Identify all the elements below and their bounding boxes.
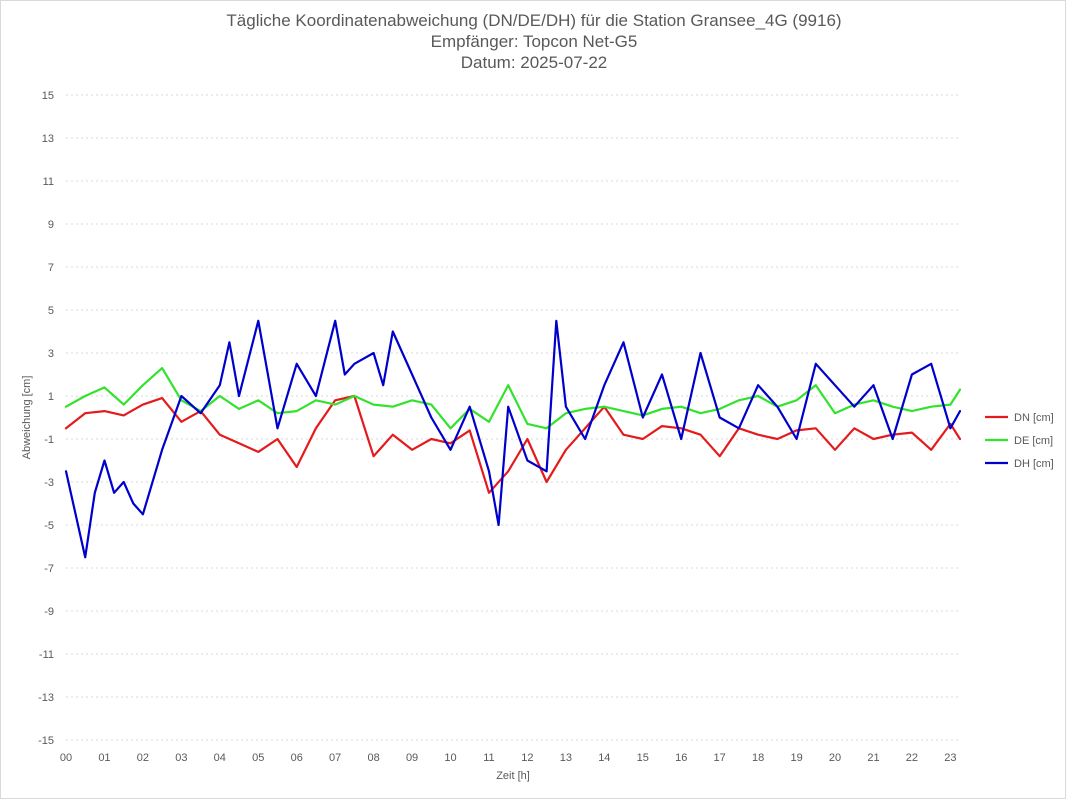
y-tick-label: 7 xyxy=(48,262,54,274)
y-tick-label: -13 xyxy=(38,692,54,704)
x-tick-label: 17 xyxy=(714,752,726,764)
legend-label: DN [cm] xyxy=(1014,412,1054,424)
y-tick-label: 13 xyxy=(42,133,54,145)
x-tick-label: 18 xyxy=(752,752,764,764)
y-tick-labels: 15 13 11 9 7 5 3 1 -1 -3 -5 -7 -9 -11 -13 -15 xyxy=(38,90,54,747)
x-tick-label: 22 xyxy=(906,752,918,764)
chart-title: Tägliche Koordinatenabweichung (DN/DE/DH… xyxy=(226,11,842,30)
x-tick-label: 00 xyxy=(60,752,72,764)
y-tick-label: 15 xyxy=(42,90,54,102)
x-tick-label: 06 xyxy=(291,752,303,764)
y-tick-label: -11 xyxy=(39,649,54,661)
y-tick-label: 11 xyxy=(43,176,54,188)
x-tick-label: 19 xyxy=(790,752,802,764)
y-tick-label: -15 xyxy=(38,735,54,747)
x-tick-label: 15 xyxy=(637,752,649,764)
legend: DN [cm] DE [cm] DH [cm] xyxy=(985,412,1054,470)
x-tick-label: 20 xyxy=(829,752,841,764)
y-tick-label: -3 xyxy=(44,477,54,489)
y-tick-label: 9 xyxy=(48,219,54,231)
chart-subtitle-date: Datum: 2025-07-22 xyxy=(460,53,608,72)
x-tick-label: 01 xyxy=(98,752,110,764)
x-tick-label: 03 xyxy=(175,752,187,764)
series-line-2 xyxy=(64,367,962,430)
series-line-1 xyxy=(64,394,962,494)
x-tick-labels: 00 01 02 03 04 05 06 07 08 09 10 11 12 13 14 15 16 17 18 19… xyxy=(60,752,957,764)
x-tick-label: 09 xyxy=(406,752,418,764)
x-tick-label: 13 xyxy=(560,752,572,764)
y-tick-label: 3 xyxy=(48,348,54,360)
x-tick-label: 23 xyxy=(944,752,956,764)
x-tick-label: 14 xyxy=(598,752,610,764)
x-tick-label: 08 xyxy=(367,752,379,764)
grid-layer xyxy=(66,94,960,741)
x-tick-label: 21 xyxy=(867,752,879,764)
y-tick-label: -5 xyxy=(44,520,54,532)
chart-subtitle-receiver: Empfänger: Topcon Net-G5 xyxy=(430,32,638,51)
x-tick-label: 02 xyxy=(137,752,149,764)
x-tick-label: 12 xyxy=(521,752,533,764)
x-tick-label: 11 xyxy=(483,752,494,764)
legend-label: DH [cm] xyxy=(1014,458,1054,470)
legend-label: DE [cm] xyxy=(1014,435,1053,447)
x-tick-label: 05 xyxy=(252,752,264,764)
y-axis-label: Abweichung [cm] xyxy=(21,376,33,460)
x-tick-label: 07 xyxy=(329,752,341,764)
y-tick-label: -7 xyxy=(44,563,54,575)
y-tick-label: -9 xyxy=(44,606,54,618)
x-tick-label: 04 xyxy=(214,752,226,764)
y-tick-label: 1 xyxy=(48,391,54,403)
x-tick-label: 16 xyxy=(675,752,687,764)
y-tick-label: 5 xyxy=(48,305,54,317)
series-line-3 xyxy=(64,319,962,559)
x-axis-label: Zeit [h] xyxy=(496,770,530,782)
x-tick-label: 10 xyxy=(444,752,456,764)
series-lines xyxy=(64,319,962,559)
y-tick-label: -1 xyxy=(44,434,54,446)
chart-title-block: Tägliche Koordinatenabweichung (DN/DE/DH… xyxy=(0,10,1068,73)
